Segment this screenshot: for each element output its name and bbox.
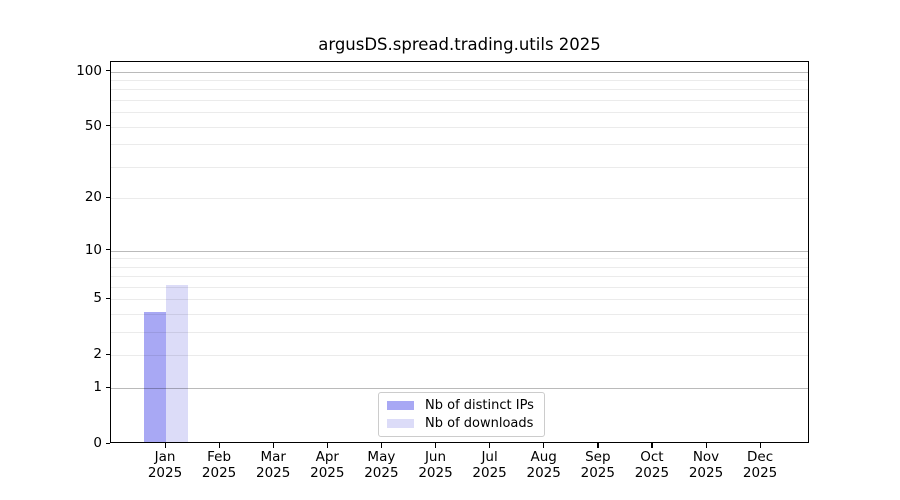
gridline-minor-70 [111, 100, 808, 101]
legend-label-0: Nb of distinct IPs [425, 398, 534, 413]
x-tick-label-sep: Sep 2025 [580, 449, 615, 481]
x-tick-apr [326, 443, 329, 448]
y-tick-label-0: 0 [93, 435, 102, 451]
x-tick-label-jun: Jun 2025 [418, 449, 453, 481]
y-tick-50 [105, 125, 110, 127]
x-tick-jan [164, 443, 166, 448]
gridline-major-10 [111, 250, 808, 252]
gridline-minor-80 [111, 89, 808, 91]
x-tick-jul [489, 443, 491, 448]
legend-item-1: Nb of downloads [387, 416, 534, 431]
legend-swatch-0 [387, 401, 414, 410]
chart-title: argusDS.spread.trading.utils 2025 [318, 35, 601, 54]
gridline-minor-6 [111, 287, 808, 288]
y-tick-label-5: 5 [93, 290, 102, 307]
y-tick-0 [105, 442, 110, 444]
x-tick-jun [435, 443, 437, 448]
gridline-minor-5 [111, 299, 808, 301]
gridline-minor-9 [111, 258, 808, 260]
gridline-minor-3 [111, 332, 808, 334]
x-tick-may [380, 443, 383, 448]
gridline-minor-8 [111, 266, 808, 268]
y-tick-label-50: 50 [84, 117, 102, 134]
x-tick-label-nov: Nov 2025 [688, 449, 724, 481]
bar-jan-series0 [144, 312, 166, 442]
y-tick-label-1: 1 [93, 379, 102, 396]
gridline-minor-90 [111, 80, 808, 81]
x-tick-dec [759, 443, 761, 448]
gridline-minor-40 [111, 144, 808, 146]
legend-item-0: Nb of distinct IPs [387, 398, 534, 413]
x-tick-nov [705, 443, 707, 448]
plot-area [110, 61, 809, 443]
legend: Nb of distinct IPs Nb of downloads [378, 392, 545, 437]
x-tick-label-apr: Apr 2025 [310, 449, 345, 481]
x-tick-feb [218, 443, 220, 448]
y-tick-100 [105, 70, 110, 72]
gridline-minor-30 [111, 166, 808, 168]
gridline-minor-7 [111, 276, 808, 278]
gridline-minor-50 [111, 126, 808, 128]
x-tick-label-dec: Dec 2025 [742, 449, 778, 481]
y-tick-1 [105, 386, 110, 388]
y-tick-10 [105, 249, 110, 251]
x-tick-label-jul: Jul 2025 [472, 449, 507, 481]
y-tick-label-2: 2 [93, 346, 102, 363]
y-tick-label-10: 10 [84, 241, 102, 258]
bar-jan-series1 [166, 285, 188, 442]
gridline-minor-60 [111, 112, 808, 114]
x-tick-label-mar: Mar 2025 [256, 449, 291, 481]
x-tick-mar [272, 443, 274, 448]
x-tick-sep [597, 443, 599, 448]
y-tick-label-20: 20 [84, 189, 102, 206]
gridline-minor-4 [111, 314, 808, 316]
gridline-major-1 [111, 388, 808, 390]
y-tick-5 [105, 297, 110, 300]
x-tick-label-oct: Oct 2025 [634, 449, 670, 481]
legend-swatch-1 [387, 419, 414, 428]
y-tick-2 [105, 353, 110, 356]
x-tick-oct [651, 443, 653, 448]
x-tick-label-feb: Feb 2025 [201, 449, 237, 481]
gridline-minor-2 [111, 355, 808, 357]
y-tick-20 [105, 196, 110, 199]
x-tick-label-jan: Jan 2025 [147, 449, 183, 481]
x-tick-label-aug: Aug 2025 [526, 449, 561, 481]
gridline-minor-20 [111, 198, 808, 200]
gridline-major-100 [111, 71, 808, 73]
x-tick-label-may: May 2025 [364, 449, 399, 481]
legend-label-1: Nb of downloads [425, 416, 534, 431]
y-tick-label-100: 100 [76, 62, 102, 79]
x-tick-aug [543, 443, 545, 448]
